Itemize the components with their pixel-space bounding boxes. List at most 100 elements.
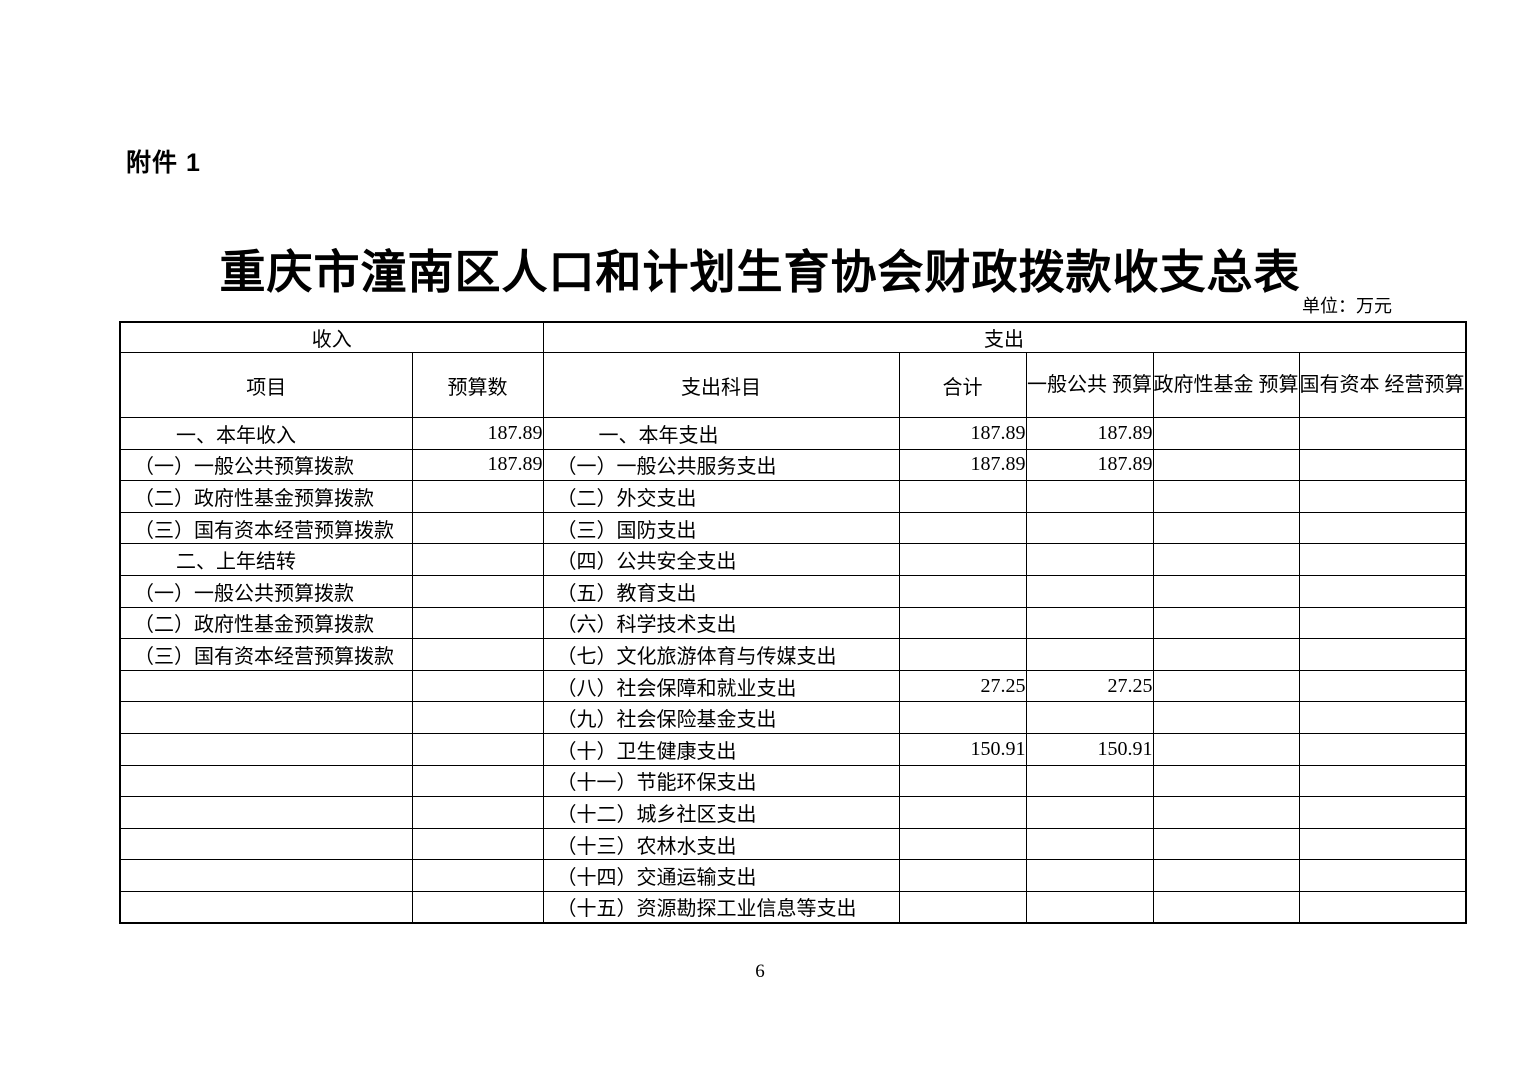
income-item-cell [119, 764, 413, 798]
gov-fund-budget-cell [1152, 764, 1300, 798]
gov-fund-budget-cell [1152, 859, 1300, 892]
column-header-state-capital-budget: 国有资本 经营预算 [1298, 352, 1466, 418]
income-budget-cell [411, 638, 544, 671]
table-row: （十三）农林水支出 [119, 827, 1466, 861]
state-capital-budget-cell [1298, 543, 1466, 576]
state-capital-budget-cell [1298, 574, 1466, 608]
general-public-budget-cell [1025, 701, 1154, 734]
budget-summary-table: 收入 支出 项目 预算数 支出科目 合计 一般公共 预算 政府性基金 预算 国有… [119, 321, 1467, 924]
expense-item-cell: （十三）农林水支出 [542, 827, 900, 861]
table-row: （二）政府性基金预算拨款 （六）科学技术支出 [119, 606, 1466, 640]
general-public-budget-cell [1025, 638, 1154, 671]
income-budget-cell [411, 574, 544, 608]
state-capital-budget-cell [1298, 480, 1466, 513]
table-row: 二、上年结转 （四）公共安全支出 [119, 543, 1466, 576]
income-item-cell: （二）政府性基金预算拨款 [119, 606, 413, 640]
gov-fund-budget-cell [1152, 543, 1300, 576]
expense-item-cell: （十）卫生健康支出 [542, 732, 900, 766]
table-header-columns: 项目 预算数 支出科目 合计 一般公共 预算 政府性基金 预算 国有资本 经营预… [119, 352, 1466, 418]
gov-fund-budget-cell [1152, 417, 1300, 450]
income-item-cell [119, 701, 413, 734]
expense-item-cell: （十五）资源勘探工业信息等支出 [542, 890, 900, 924]
table-row: （一）一般公共预算拨款 （五）教育支出 [119, 574, 1466, 608]
expense-total-cell: 27.25 [898, 669, 1027, 703]
gov-fund-budget-cell [1152, 732, 1300, 766]
income-item-cell [119, 796, 413, 829]
table-row: （十一）节能环保支出 [119, 764, 1466, 798]
expense-item-cell: （二）外交支出 [542, 480, 900, 513]
state-capital-budget-cell [1298, 606, 1466, 640]
state-capital-budget-cell [1298, 890, 1466, 924]
table-row: （十四）交通运输支出 [119, 859, 1466, 892]
expense-total-cell: 187.89 [898, 448, 1027, 482]
expense-item-cell: （五）教育支出 [542, 574, 900, 608]
expense-total-cell: 187.89 [898, 417, 1027, 450]
expense-item-cell: （八）社会保障和就业支出 [542, 669, 900, 703]
income-item-cell: （一）一般公共预算拨款 [119, 448, 413, 482]
state-capital-budget-cell [1298, 764, 1466, 798]
state-capital-budget-cell [1298, 827, 1466, 861]
income-budget-cell [411, 827, 544, 861]
expense-total-cell [898, 796, 1027, 829]
column-header-item: 项目 [119, 352, 413, 418]
expense-total-cell [898, 638, 1027, 671]
column-header-budget: 预算数 [411, 352, 544, 418]
general-public-budget-cell [1025, 543, 1154, 576]
expense-item-cell: （三）国防支出 [542, 511, 900, 545]
general-public-budget-cell [1025, 574, 1154, 608]
expense-total-cell [898, 511, 1027, 545]
income-budget-cell [411, 859, 544, 892]
gov-fund-budget-cell [1152, 638, 1300, 671]
general-public-budget-cell: 187.89 [1025, 448, 1154, 482]
column-header-expense-item: 支出科目 [542, 352, 900, 418]
general-public-budget-cell [1025, 764, 1154, 798]
expense-item-cell: （十一）节能环保支出 [542, 764, 900, 798]
gov-fund-budget-cell [1152, 796, 1300, 829]
unit-label: 单位：万元 [1302, 296, 1392, 316]
state-capital-budget-cell [1298, 448, 1466, 482]
gov-fund-budget-cell [1152, 511, 1300, 545]
income-item-cell [119, 827, 413, 861]
gov-fund-budget-cell [1152, 701, 1300, 734]
income-section-header: 收入 [119, 321, 544, 353]
state-capital-budget-cell [1298, 417, 1466, 450]
table-row: （十）卫生健康支出 150.91 150.91 [119, 732, 1466, 766]
expense-total-cell [898, 574, 1027, 608]
gov-fund-budget-cell [1152, 448, 1300, 482]
income-budget-cell [411, 669, 544, 703]
general-public-budget-cell [1025, 480, 1154, 513]
expense-total-cell [898, 859, 1027, 892]
column-header-general-public-budget: 一般公共 预算 [1025, 352, 1154, 418]
income-item-cell: （三）国有资本经营预算拨款 [119, 511, 413, 545]
expense-item-cell: （十四）交通运输支出 [542, 859, 900, 892]
income-item-cell: （二）政府性基金预算拨款 [119, 480, 413, 513]
expense-item-cell: （六）科学技术支出 [542, 606, 900, 640]
table-row: （一）一般公共预算拨款 187.89 （一）一般公共服务支出 187.89 187.89 [119, 448, 1466, 482]
income-budget-cell [411, 796, 544, 829]
state-capital-budget-cell [1298, 796, 1466, 829]
page-title: 重庆市潼南区人口和计划生育协会财政拨款收支总表 [219, 247, 1301, 298]
income-item-cell [119, 859, 413, 892]
table-row: （九）社会保险基金支出 [119, 701, 1466, 734]
income-budget-cell [411, 480, 544, 513]
income-budget-cell [411, 543, 544, 576]
state-capital-budget-cell [1298, 859, 1466, 892]
income-budget-cell [411, 606, 544, 640]
income-budget-cell [411, 701, 544, 734]
expense-total-cell [898, 827, 1027, 861]
page-number: 6 [755, 961, 765, 982]
general-public-budget-cell [1025, 827, 1154, 861]
expense-total-cell [898, 701, 1027, 734]
table-row: （十二）城乡社区支出 [119, 796, 1466, 829]
state-capital-budget-cell [1298, 638, 1466, 671]
gov-fund-budget-cell [1152, 890, 1300, 924]
general-public-budget-cell [1025, 859, 1154, 892]
income-item-cell [119, 890, 413, 924]
income-budget-cell [411, 890, 544, 924]
state-capital-budget-cell [1298, 732, 1466, 766]
state-capital-budget-cell [1298, 701, 1466, 734]
gov-fund-budget-cell [1152, 669, 1300, 703]
expense-total-cell [898, 543, 1027, 576]
income-item-cell [119, 732, 413, 766]
